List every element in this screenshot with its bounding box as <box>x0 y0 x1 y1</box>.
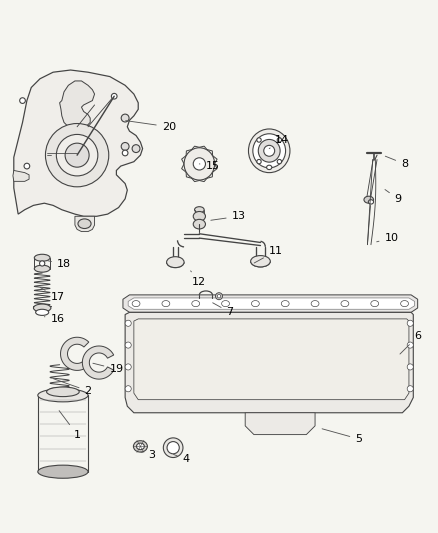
Ellipse shape <box>281 301 289 306</box>
Ellipse shape <box>217 294 221 298</box>
Ellipse shape <box>193 220 205 229</box>
Ellipse shape <box>137 443 145 450</box>
Polygon shape <box>13 171 29 181</box>
Polygon shape <box>75 216 95 231</box>
Text: 5: 5 <box>322 429 362 444</box>
Ellipse shape <box>215 293 223 300</box>
Ellipse shape <box>35 309 49 316</box>
Ellipse shape <box>407 364 413 370</box>
Text: 18: 18 <box>47 260 71 269</box>
Ellipse shape <box>57 134 98 176</box>
Ellipse shape <box>34 265 50 272</box>
Ellipse shape <box>122 150 128 156</box>
Ellipse shape <box>39 261 45 266</box>
Ellipse shape <box>33 304 51 312</box>
Text: 7: 7 <box>213 303 233 317</box>
Ellipse shape <box>248 129 290 173</box>
Text: 17: 17 <box>40 287 64 302</box>
Ellipse shape <box>163 438 183 457</box>
Text: 2: 2 <box>53 379 92 396</box>
Ellipse shape <box>407 342 413 348</box>
Ellipse shape <box>253 134 286 168</box>
Polygon shape <box>60 337 89 370</box>
Text: 1: 1 <box>59 410 81 440</box>
Ellipse shape <box>222 301 230 306</box>
Text: 15: 15 <box>199 161 219 171</box>
Ellipse shape <box>251 301 259 306</box>
Polygon shape <box>60 81 95 129</box>
Ellipse shape <box>125 342 131 348</box>
Ellipse shape <box>121 142 129 150</box>
Ellipse shape <box>364 196 374 203</box>
Ellipse shape <box>34 254 50 261</box>
Ellipse shape <box>111 93 117 99</box>
Text: 13: 13 <box>211 211 246 221</box>
Ellipse shape <box>65 143 89 167</box>
Text: 9: 9 <box>385 190 402 204</box>
Ellipse shape <box>162 301 170 306</box>
Ellipse shape <box>132 301 140 306</box>
Text: 16: 16 <box>44 314 64 324</box>
Text: 3: 3 <box>141 450 155 460</box>
Polygon shape <box>245 413 315 434</box>
Text: 11: 11 <box>254 246 283 263</box>
Ellipse shape <box>194 207 204 213</box>
Ellipse shape <box>121 114 129 122</box>
Ellipse shape <box>267 165 272 169</box>
Ellipse shape <box>407 386 413 392</box>
Polygon shape <box>128 298 415 309</box>
Ellipse shape <box>257 138 261 142</box>
Polygon shape <box>82 346 114 379</box>
Polygon shape <box>123 295 418 312</box>
Ellipse shape <box>78 219 91 229</box>
Ellipse shape <box>341 301 349 306</box>
Ellipse shape <box>132 144 140 152</box>
Ellipse shape <box>264 146 275 156</box>
Ellipse shape <box>46 387 79 397</box>
Ellipse shape <box>125 320 131 326</box>
Ellipse shape <box>166 257 184 268</box>
Text: 6: 6 <box>400 332 421 354</box>
Ellipse shape <box>125 364 131 370</box>
Text: 12: 12 <box>191 271 206 287</box>
Ellipse shape <box>311 301 319 306</box>
Ellipse shape <box>24 163 30 169</box>
Ellipse shape <box>277 159 282 164</box>
Ellipse shape <box>193 212 205 221</box>
Ellipse shape <box>371 301 379 306</box>
Ellipse shape <box>38 389 88 402</box>
Polygon shape <box>125 312 413 413</box>
Ellipse shape <box>46 124 109 187</box>
Ellipse shape <box>401 301 409 306</box>
Ellipse shape <box>38 465 88 478</box>
Ellipse shape <box>134 441 148 452</box>
Ellipse shape <box>193 158 205 170</box>
Ellipse shape <box>20 98 25 103</box>
Ellipse shape <box>258 140 280 162</box>
Text: 19: 19 <box>93 363 124 374</box>
Polygon shape <box>134 319 409 400</box>
Ellipse shape <box>251 256 270 267</box>
Text: 20: 20 <box>126 120 176 132</box>
Ellipse shape <box>184 148 215 180</box>
Ellipse shape <box>277 138 282 142</box>
Text: 8: 8 <box>385 156 408 169</box>
Text: 14: 14 <box>269 135 290 149</box>
Ellipse shape <box>368 200 374 204</box>
Text: 10: 10 <box>377 233 399 243</box>
Ellipse shape <box>407 320 413 326</box>
Polygon shape <box>14 70 143 216</box>
Ellipse shape <box>125 386 131 392</box>
Ellipse shape <box>167 441 179 454</box>
Text: 4: 4 <box>173 455 190 464</box>
Ellipse shape <box>192 301 200 306</box>
Ellipse shape <box>257 159 261 164</box>
